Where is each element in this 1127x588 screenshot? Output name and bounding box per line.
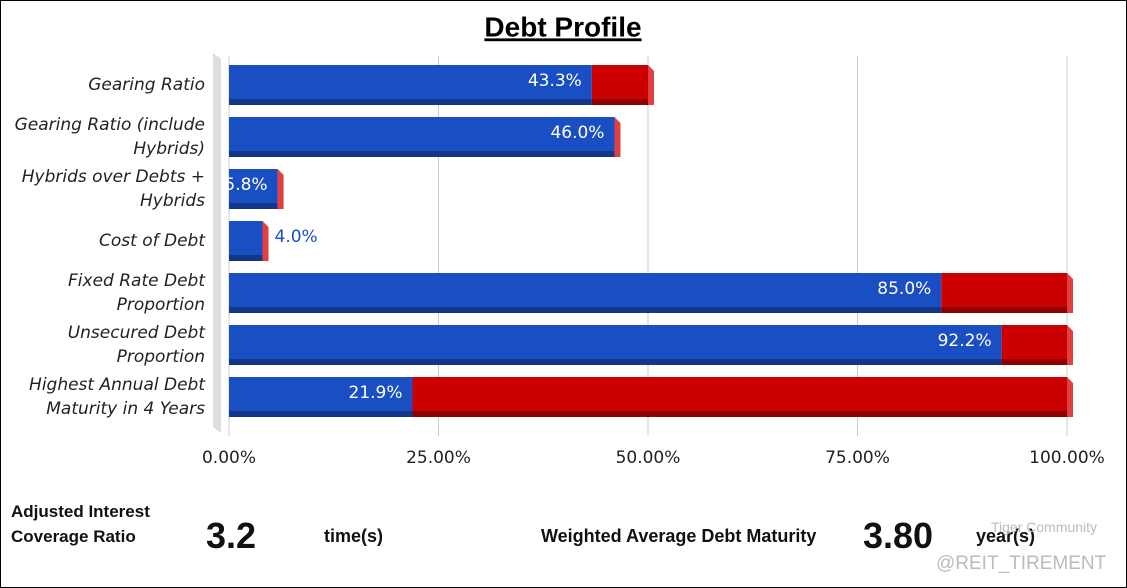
- value-label: 46.0%: [550, 123, 604, 143]
- watermark-handle: @REIT_TIREMENT: [936, 553, 1107, 574]
- x-tick-label: 50.00%: [616, 448, 681, 468]
- bar-shadow: [229, 307, 942, 313]
- category-label: Fixed Rate Debt Proportion: [68, 271, 205, 315]
- x-tick-label: 75.00%: [825, 448, 890, 468]
- bar-segment: [1001, 325, 1067, 365]
- category-label: Cost of Debt: [99, 231, 205, 251]
- bar-side: [648, 65, 654, 105]
- value-label: 92.2%: [938, 331, 992, 351]
- category-label: Hybrids over Debts + Hybrids: [21, 167, 205, 211]
- watermark-brand: Tiger Community: [991, 519, 1098, 535]
- value-label: 43.3%: [528, 71, 582, 91]
- bar-side: [277, 169, 284, 209]
- bar-shadow: [941, 307, 1067, 313]
- category-label: Gearing Ratio: [88, 75, 205, 95]
- bar-shadow: [229, 411, 413, 417]
- bar-segment: [591, 65, 648, 105]
- bar-shadow: [229, 203, 278, 209]
- x-tick-label: 100.00%: [1029, 448, 1105, 468]
- bar-side: [1067, 377, 1073, 417]
- category-label: Gearing Ratio (include Hybrids): [14, 115, 205, 159]
- chart-title: Debt Profile: [484, 11, 641, 42]
- bar-segment: [229, 221, 263, 261]
- value-label: 5.8%: [224, 175, 267, 195]
- bar-side: [1067, 273, 1073, 313]
- axis-wall: [213, 53, 221, 433]
- maturity-label: Weighted Average Debt Maturity: [541, 526, 817, 546]
- x-tick-label: 25.00%: [406, 448, 471, 468]
- bar-shadow: [1001, 359, 1067, 365]
- coverage-unit: time(s): [324, 526, 384, 546]
- bar-segment: [229, 117, 615, 157]
- bar-segment: [941, 273, 1067, 313]
- bar-shadow: [412, 411, 1068, 417]
- value-label: 85.0%: [877, 279, 931, 299]
- value-label: 21.9%: [349, 383, 403, 403]
- bar-shadow: [229, 359, 1002, 365]
- maturity-unit: year(s): [976, 526, 1036, 546]
- bar-shadow: [229, 255, 263, 261]
- category-label: Unsecured Debt Proportion: [67, 323, 205, 367]
- bar-segment: [229, 325, 1002, 365]
- bar-segment: [229, 65, 592, 105]
- bar-segment: [412, 377, 1068, 417]
- maturity-value: 3.80: [863, 515, 934, 556]
- bar-shadow: [229, 151, 615, 157]
- value-label: 4.0%: [275, 227, 318, 247]
- bar-segment: [229, 273, 942, 313]
- bar-segment: [229, 377, 413, 417]
- category-label: Highest Annual Debt Maturity in 4 Years: [29, 375, 205, 419]
- x-tick-label: 0.00%: [202, 448, 256, 468]
- coverage-value: 3.2: [206, 515, 257, 556]
- bar-shadow: [591, 99, 648, 105]
- bar-shadow: [229, 99, 592, 105]
- coverage-label: Adjusted Interest Coverage Ratio: [11, 502, 150, 546]
- bar-side: [614, 117, 621, 157]
- bar-side: [262, 221, 269, 261]
- bar-segment: [229, 169, 278, 209]
- bar-side: [1067, 325, 1073, 365]
